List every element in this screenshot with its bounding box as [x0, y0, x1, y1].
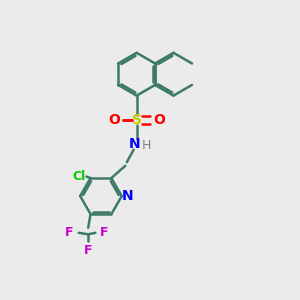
- Text: S: S: [132, 113, 142, 127]
- Text: F: F: [100, 226, 109, 239]
- Text: O: O: [154, 113, 165, 127]
- Text: H: H: [141, 139, 151, 152]
- Text: F: F: [65, 226, 74, 239]
- Text: Cl: Cl: [72, 170, 85, 183]
- Text: O: O: [108, 113, 120, 127]
- Text: N: N: [122, 189, 134, 203]
- Text: F: F: [84, 244, 92, 257]
- Text: N: N: [129, 137, 141, 152]
